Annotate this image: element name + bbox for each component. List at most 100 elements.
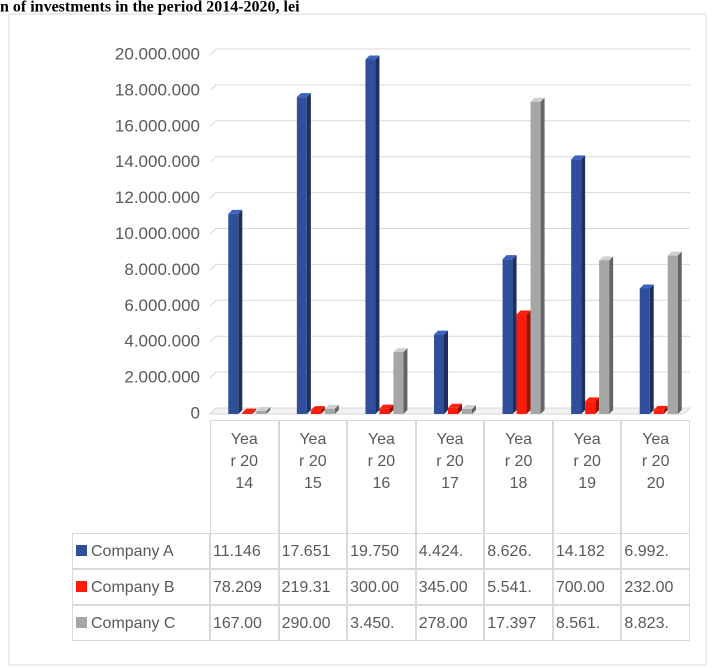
chart-title: n of investments in the period 2014-2020… [0, 0, 300, 16]
bar-face [581, 155, 586, 414]
x-tick-label: Year 2015 [299, 431, 327, 492]
bar-face [472, 405, 476, 414]
bar-face [228, 213, 239, 414]
bar-face [365, 59, 376, 415]
bar-face [639, 284, 654, 289]
bar [585, 397, 600, 414]
bar-face [228, 209, 243, 214]
table-value: 290.00 [278, 605, 348, 641]
y-tick-label: 8.000.000 [124, 260, 200, 279]
bar-face [375, 55, 380, 415]
bar [448, 403, 462, 414]
bar [379, 404, 394, 414]
legend-label: Company B [91, 579, 175, 596]
bar-face [379, 404, 394, 409]
bar [365, 55, 380, 415]
bar [571, 155, 586, 414]
bar [228, 209, 243, 414]
bar-face [526, 310, 531, 414]
bar-face [296, 93, 311, 98]
table-value: 3.450. [347, 605, 416, 641]
table-value: 167.00 [210, 605, 279, 641]
bar-face [502, 255, 517, 260]
x-tick-label: Year 2020 [641, 431, 670, 492]
x-tick-label: Year 2018 [504, 431, 533, 492]
bar-face [599, 260, 610, 414]
y-tick-label: 0 [191, 403, 200, 422]
bar-face [458, 403, 462, 414]
table-value: 4.424. [415, 533, 485, 569]
bar-face [365, 55, 380, 60]
bar-face [595, 397, 600, 414]
bar-face [393, 348, 408, 353]
bar-face [448, 403, 462, 408]
bar-face [677, 251, 682, 414]
grid-line [209, 48, 690, 56]
bar-face [444, 330, 448, 414]
bar-face [320, 406, 325, 414]
bar-face [242, 408, 257, 413]
table-value: 17.651 [278, 533, 348, 569]
table-value: 78.209 [210, 569, 279, 605]
bar-face [324, 404, 339, 409]
bar [599, 256, 614, 414]
legend-key [76, 545, 87, 556]
grid-line [209, 263, 690, 271]
y-tick-label: 10.000.000 [115, 224, 200, 243]
bar-face [502, 259, 513, 414]
y-tick-label: 12.000.000 [115, 188, 200, 207]
y-tick-label: 20.000.000 [115, 44, 200, 63]
x-tick-label: Year 2016 [367, 431, 396, 492]
category-cell: Year 2019 [552, 420, 622, 533]
bar-face [512, 255, 517, 414]
bar-face [310, 406, 325, 411]
y-tick-label: 16.000.000 [115, 116, 200, 135]
bar-face [585, 397, 600, 402]
bar-face [530, 101, 541, 414]
bar-face [663, 405, 668, 414]
legend-key [76, 617, 87, 628]
y-tick-label: 4.000.000 [124, 332, 200, 351]
table-value: 232.00 [621, 569, 690, 605]
bar-face [599, 256, 614, 261]
legend-cell: Company B [72, 569, 210, 605]
bar-face [462, 409, 472, 414]
bar-face [516, 310, 531, 315]
grid-line [209, 371, 690, 379]
y-tick-label: 14.000.000 [115, 152, 200, 171]
chart-border [8, 13, 707, 666]
bar-face [306, 93, 311, 414]
category-cell: Year 2016 [347, 420, 416, 533]
table-value: 219.31 [278, 569, 348, 605]
bar-face [310, 410, 321, 414]
bar [324, 404, 339, 414]
bar-face [379, 408, 390, 414]
bar [462, 405, 476, 414]
category-cell: Year 2018 [484, 420, 553, 533]
y-tick-label: 6.000.000 [124, 296, 200, 315]
bar-face [585, 401, 596, 414]
bar-face [571, 155, 586, 160]
bar-face [609, 256, 614, 414]
bar [516, 310, 531, 414]
table-value: 14.182 [552, 533, 622, 569]
bar-face [256, 407, 271, 412]
bar [434, 330, 448, 414]
bar-face [540, 97, 545, 414]
bar-face [653, 409, 664, 414]
bar-face [266, 407, 271, 414]
table-value: 345.00 [415, 569, 485, 605]
legend-cell: Company A [72, 533, 210, 569]
bar [502, 255, 517, 414]
bar-face [516, 314, 527, 414]
table-value: 6.992. [621, 533, 690, 569]
bar-face [434, 330, 448, 335]
grid-line [209, 228, 690, 235]
bar-face [324, 408, 335, 414]
category-cell: Year 2015 [278, 420, 348, 533]
bar-face [448, 407, 458, 414]
table-value: 300.00 [347, 569, 416, 605]
bar-face [667, 251, 682, 256]
table-value: 11.146 [210, 533, 279, 569]
table-value: 278.00 [415, 605, 485, 641]
